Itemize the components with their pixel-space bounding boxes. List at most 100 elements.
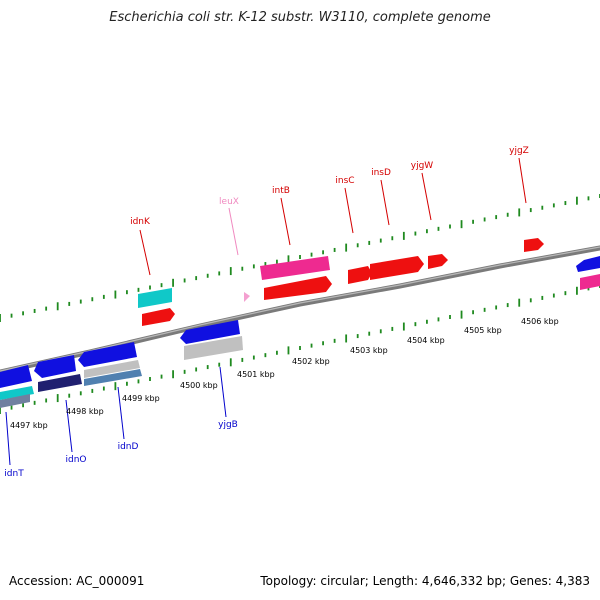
outer-tick [195,276,198,281]
inner-tick [149,377,151,381]
inner-tick [449,315,451,319]
outer-tick [402,231,405,240]
outer-tick [552,203,555,208]
gene-label-idnT[interactable]: idnT [4,469,24,479]
outer-tick [206,273,209,278]
inner-tick [114,382,117,391]
outer-tick [241,266,244,271]
inner-tick [587,286,590,291]
gene-feature[interactable] [180,320,240,344]
outer-tick [356,243,359,248]
inner-tick [206,365,209,370]
gene-label-idnD[interactable]: idnD [118,442,139,452]
outer-tick [126,290,128,295]
inner-tick [79,391,82,396]
scale-label: 4497 kbp [10,421,48,430]
outer-tick [426,229,428,234]
outer-tick [460,220,463,229]
gene-feature[interactable] [428,254,448,269]
gene-feature[interactable] [142,308,175,326]
gene-feature[interactable] [0,386,34,400]
gene-feature[interactable] [370,256,424,280]
outer-tick [56,302,59,311]
gene-feature[interactable] [0,365,32,388]
outer-tick [160,283,163,288]
inner-tick [126,381,128,386]
gene-label-idnK[interactable]: idnK [130,217,151,227]
inner-tick [310,343,313,348]
gene-feature[interactable] [184,336,243,360]
scale-label: 4503 kbp [350,346,388,355]
outer-tick [414,231,417,236]
outer-tick [229,267,232,276]
gene-feature[interactable] [34,355,76,378]
outer-tick [495,215,498,220]
outer-tick [576,196,578,205]
scale-label: 4506 kbp [521,317,559,326]
outer-tick [518,208,521,217]
outer-tick [183,278,186,283]
gene-feature[interactable] [138,288,172,308]
inner-tick [379,329,382,334]
inner-tick [483,307,486,312]
inner-tick [356,334,359,339]
scale-label: 4505 kbp [464,326,502,335]
label-leader [518,157,527,204]
gene-feature[interactable] [38,374,82,392]
inner-tick [218,362,221,367]
inner-tick [22,403,24,408]
outer-tick [218,271,221,276]
outer-tick [345,243,348,252]
inner-tick [91,388,94,393]
gene-label-intB[interactable]: intB [272,186,290,196]
gene-label-yjgW[interactable]: yjgW [411,161,434,171]
gene-label-yjgB[interactable]: yjgB [218,420,238,430]
inner-tick [506,303,509,308]
genome-summary-text: Topology: circular; Length: 4,646,332 bp… [260,574,590,588]
inner-tick [287,346,290,355]
inner-tick [414,322,417,327]
gene-feature[interactable] [576,256,600,272]
inner-tick [229,358,232,367]
outer-tick [287,255,290,264]
accession-text: Accession: AC_000091 [9,574,145,588]
inner-tick [241,357,244,362]
gene-label-insD[interactable]: insD [371,168,391,178]
label-leader [139,229,151,276]
gene-feature[interactable] [78,342,137,367]
outer-tick [102,294,105,299]
outer-tick [137,287,140,292]
label-leader [344,187,354,234]
outer-tick [10,313,13,318]
label-leader-lines [5,157,527,466]
gene-feature[interactable] [260,256,330,280]
gene-feature[interactable] [84,360,140,378]
inner-tick [45,398,48,403]
gene-feature[interactable] [244,292,250,302]
gene-feature[interactable] [348,266,372,284]
scale-label: 4498 kbp [66,407,104,416]
gene-feature[interactable] [84,369,142,386]
inner-tick [68,393,71,398]
outer-tick [68,301,71,306]
gene-feature[interactable] [0,394,30,408]
gene-feature[interactable] [580,274,600,290]
inner-tick [183,369,186,374]
inner-tick [264,353,267,358]
outer-tick [91,297,94,302]
gene-label-leuX[interactable]: leuX [219,197,239,207]
inner-tick [564,291,567,296]
gene-label-yjgZ[interactable]: yjgZ [509,146,529,156]
inner-tick [299,346,301,350]
gene-features [0,238,600,408]
outer-tick [449,224,451,229]
label-leader [280,197,291,246]
outer-tick [172,278,174,287]
gene-label-insC[interactable]: insC [335,176,354,186]
gene-feature[interactable] [264,276,332,300]
gene-label-idnO[interactable]: idnO [65,455,86,465]
scale-label: 4504 kbp [407,336,445,345]
outer-tick [79,299,82,304]
gene-feature[interactable] [524,238,544,252]
